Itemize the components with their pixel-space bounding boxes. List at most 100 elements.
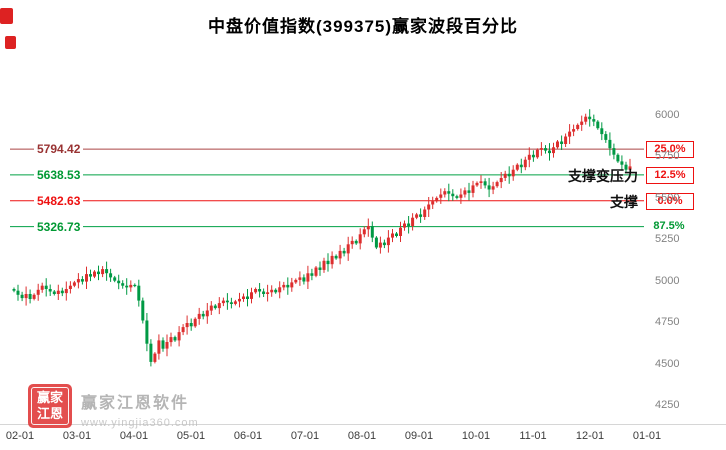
y-axis-tick: 5250	[655, 233, 680, 246]
candle	[149, 339, 153, 367]
candle	[302, 274, 306, 285]
candle	[531, 150, 535, 162]
y-axis-tick: 4750	[655, 316, 680, 329]
candle	[455, 194, 459, 200]
candle	[568, 124, 572, 144]
candle	[314, 266, 318, 278]
candle	[24, 286, 28, 306]
candle	[121, 280, 125, 289]
y-axis-tick: 6000	[655, 109, 680, 121]
candle	[85, 266, 88, 289]
candle	[101, 266, 105, 278]
candle	[519, 158, 523, 174]
candle	[463, 187, 467, 198]
candle	[620, 155, 624, 171]
candle	[419, 208, 423, 223]
candle	[507, 166, 511, 184]
candle	[93, 270, 96, 279]
candle	[491, 181, 495, 195]
logo-text-line2: 江恩	[36, 406, 63, 421]
candle	[306, 265, 310, 289]
candle	[326, 253, 330, 272]
candle	[32, 293, 36, 301]
candle	[109, 268, 113, 282]
candle	[157, 334, 161, 360]
candle	[129, 280, 133, 292]
candle	[584, 113, 588, 125]
candle	[225, 293, 229, 310]
candle	[471, 180, 475, 198]
level-percent-badge: 0.0%	[646, 192, 694, 210]
candle	[60, 287, 64, 297]
candle	[44, 278, 48, 297]
candle	[133, 283, 137, 288]
candle	[298, 271, 302, 286]
candle	[415, 212, 419, 220]
candle	[435, 196, 439, 203]
candle	[16, 284, 20, 301]
x-axis-tick: 02-01	[5, 430, 35, 442]
candle	[358, 228, 362, 250]
level-percent-badge: 12.5%	[646, 166, 694, 184]
candle	[52, 290, 56, 296]
candle	[125, 278, 129, 295]
candle	[185, 315, 189, 335]
candle	[266, 284, 270, 302]
annotation-support-becomes-resistance: 支撑变压力	[568, 167, 638, 184]
candle	[564, 133, 568, 147]
chart-title: 中盘价值指数(399375)赢家波段百分比	[207, 17, 519, 36]
candle	[475, 181, 479, 187]
candle	[459, 188, 463, 204]
candle	[290, 277, 294, 292]
level-price-label: 5482.63	[34, 193, 84, 208]
candle	[80, 276, 84, 285]
candle	[262, 288, 266, 297]
candle	[483, 178, 487, 189]
candle	[604, 131, 608, 143]
candle	[282, 281, 286, 291]
candle	[89, 269, 92, 282]
candle	[97, 265, 100, 281]
candle	[173, 335, 177, 342]
candle	[40, 282, 44, 293]
candle	[616, 153, 620, 163]
candle	[580, 115, 584, 131]
candle	[527, 147, 531, 168]
candle	[76, 273, 80, 289]
x-axis-tick: 09-01	[404, 430, 434, 442]
watermark-url: www.yingjia360.com	[81, 417, 199, 429]
watermark: 赢家 江恩 赢家江恩软件 www.yingjia360.com	[28, 384, 199, 429]
candle	[499, 172, 503, 189]
candle	[544, 145, 547, 154]
candle	[68, 281, 72, 294]
candle	[342, 247, 346, 257]
candle	[403, 220, 406, 231]
candle	[181, 324, 185, 336]
candle	[523, 156, 527, 171]
candle	[560, 135, 564, 150]
candle	[177, 326, 181, 347]
candle	[423, 206, 427, 220]
candle	[64, 281, 68, 301]
annotation-support: 支撑	[610, 193, 638, 210]
candle	[217, 297, 221, 315]
candle	[330, 251, 334, 269]
watermark-name: 赢家江恩软件	[81, 395, 190, 412]
candle	[572, 124, 576, 137]
candle	[600, 122, 604, 141]
x-axis-tick: 05-01	[176, 430, 206, 442]
candle	[254, 287, 258, 294]
candle	[201, 310, 205, 320]
y-axis-tick: 5750	[655, 150, 680, 163]
candle	[370, 221, 374, 243]
candle	[447, 183, 451, 202]
candle	[612, 143, 616, 160]
candle	[105, 261, 109, 281]
y-axis-tick: 5000	[655, 274, 680, 287]
candle	[137, 279, 141, 307]
candle	[386, 230, 390, 253]
candle	[113, 275, 117, 283]
candle	[346, 236, 350, 261]
candle	[487, 177, 491, 198]
